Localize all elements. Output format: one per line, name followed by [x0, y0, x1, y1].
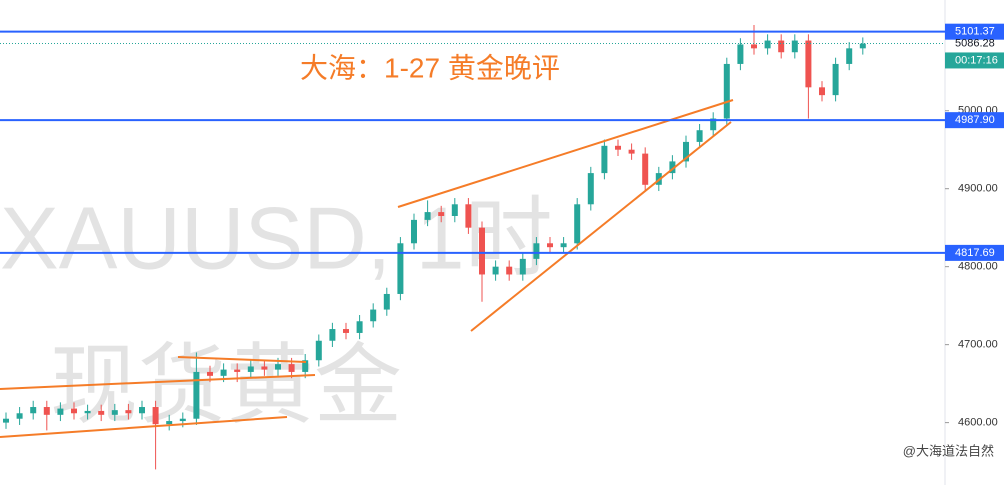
candle-body [111, 410, 118, 415]
price-badge [945, 244, 1004, 261]
candle-body [329, 329, 336, 341]
current-price-label: 5086.28 [955, 37, 995, 49]
candle-body [139, 407, 145, 414]
candle-body [152, 407, 159, 425]
candle-body [710, 118, 717, 131]
candle-body [43, 407, 50, 415]
candle-body [642, 153, 649, 185]
trendline [0, 374, 316, 390]
trendline [0, 416, 288, 438]
candle-body [737, 44, 744, 64]
candle-body [16, 413, 23, 419]
candle-body [859, 43, 866, 49]
trendline [397, 99, 734, 208]
candle-body [547, 243, 553, 248]
candle-body [587, 173, 594, 205]
candle-body [723, 63, 730, 119]
candle-body [261, 366, 268, 370]
candle-body [125, 410, 132, 414]
trendlines [0, 99, 734, 438]
price-label: 4817.69 [955, 247, 995, 259]
candle-body [683, 141, 689, 162]
candle-body [628, 149, 635, 154]
candle-body [275, 364, 281, 370]
candle-body [98, 410, 105, 415]
candle-body [778, 40, 785, 53]
y-tick-label: 4700.00 [958, 339, 998, 351]
price-badge [945, 23, 1004, 40]
candle-body [751, 44, 757, 49]
trendline [470, 121, 732, 332]
candle-body [247, 366, 254, 372]
candle-body [519, 258, 526, 275]
candle-body [832, 63, 839, 96]
author: @大海道法自然 [903, 443, 994, 458]
candle-body [819, 87, 825, 96]
countdown: 00:17:16 [955, 54, 998, 66]
candle-body [669, 161, 676, 174]
price-badge [945, 112, 1004, 129]
candle-body [356, 321, 363, 333]
candle-body [560, 243, 567, 248]
candle-body [166, 421, 173, 425]
candle-body [764, 40, 771, 49]
candle-body [302, 360, 309, 372]
watermark-symbol: XAUUSD, 1时 [0, 188, 553, 287]
candle-body [506, 266, 513, 275]
candle-body [193, 371, 200, 419]
candle-body [479, 227, 485, 275]
candle-body [846, 48, 853, 64]
candle-body [315, 340, 322, 361]
candle-body [601, 145, 608, 174]
candle-body [805, 40, 812, 88]
candle-body [411, 219, 417, 244]
candle-body [234, 369, 241, 372]
countdown-badge [945, 52, 1004, 69]
candle-body [791, 40, 798, 53]
candle-body [451, 204, 458, 216]
candle-body [220, 369, 227, 376]
candle-body [397, 243, 404, 294]
candle-body [3, 418, 9, 423]
plot [3, 24, 866, 470]
price-label: 5101.37 [955, 26, 995, 38]
candle-body [492, 266, 499, 275]
candle-body [343, 329, 349, 333]
candle-body [615, 145, 621, 150]
candle-body [288, 364, 295, 372]
trendline [177, 356, 307, 363]
candle-body [533, 243, 540, 259]
y-tick-label: 4600.00 [958, 417, 998, 429]
candle-body [57, 408, 64, 415]
y-tick-label: 4900.00 [958, 183, 998, 195]
y-tick-label: 4800.00 [958, 261, 998, 273]
candle-body [465, 204, 472, 228]
candle-body [71, 408, 77, 414]
candle-body [84, 410, 91, 414]
candle-body [370, 309, 377, 322]
candle-body [696, 130, 703, 142]
candle-body [438, 212, 445, 216]
candle-body [574, 204, 581, 244]
candle-body [424, 212, 431, 220]
candle-body [30, 407, 37, 414]
price-label: 4987.90 [955, 114, 995, 126]
candle-body [207, 371, 213, 376]
candle-body [179, 418, 186, 422]
title: 大海：1-27 黄金晚评 [300, 52, 560, 83]
candle-body [383, 293, 390, 310]
